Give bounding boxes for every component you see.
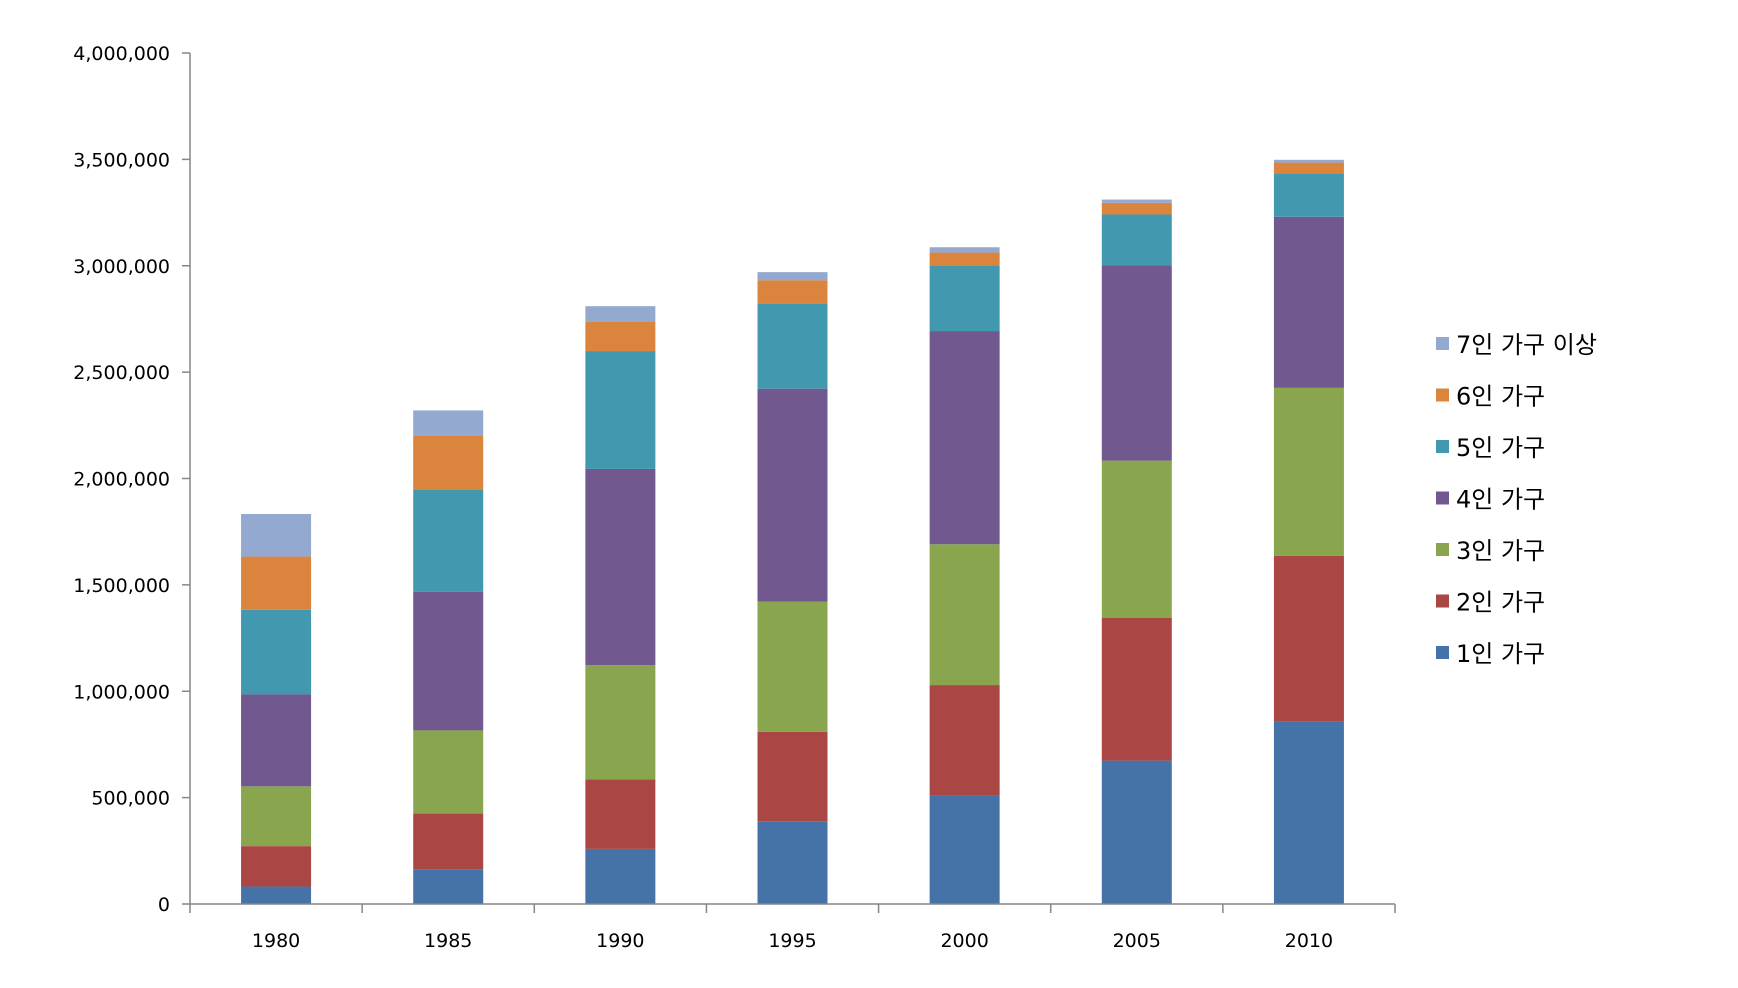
bar-segment-2010-series-5 xyxy=(1273,173,1344,217)
bar-segment-1995-series-4 xyxy=(757,388,828,602)
bar-segment-1985-series-7 xyxy=(413,410,484,436)
bar-segment-2005-series-6 xyxy=(1101,202,1172,215)
bar-segment-2005-series-4 xyxy=(1101,265,1172,461)
bar-segment-2010-series-3 xyxy=(1273,387,1344,556)
legend-label: 7인 가구 이상 xyxy=(1456,331,1597,359)
legend-label: 2인 가구 xyxy=(1456,589,1545,617)
y-tick-label: 3,000,000 xyxy=(73,256,170,278)
bar-segment-1985-series-5 xyxy=(413,489,484,592)
y-tick-label: 0 xyxy=(158,894,170,916)
bar-segment-1990-series-6 xyxy=(585,321,656,352)
x-tick-label: 1980 xyxy=(252,930,300,952)
legend-swatch xyxy=(1436,543,1449,556)
bar-segment-2010-series-6 xyxy=(1273,162,1344,174)
bar-segment-1995-series-1 xyxy=(757,821,828,904)
x-tick-label: 1995 xyxy=(768,930,816,952)
bar-segment-2000-series-5 xyxy=(929,265,1000,332)
bar-segment-2010-series-1 xyxy=(1273,721,1344,904)
bar-segment-1985-series-2 xyxy=(413,813,484,870)
bar-segment-1990-series-1 xyxy=(585,848,656,904)
bar-segment-1985-series-4 xyxy=(413,591,484,731)
bar-segment-1985-series-1 xyxy=(413,869,484,904)
bar-segment-2010-series-4 xyxy=(1273,216,1344,388)
bar-segment-1980-series-5 xyxy=(241,609,312,695)
x-tick-label: 2005 xyxy=(1113,930,1161,952)
bar-segment-2000-series-2 xyxy=(929,685,1000,796)
legend-label: 6인 가구 xyxy=(1456,383,1545,411)
bar-segment-2000-series-1 xyxy=(929,795,1000,904)
bar-segment-1995-series-6 xyxy=(757,280,828,304)
y-tick-label: 500,000 xyxy=(91,788,170,810)
y-tick-label: 1,000,000 xyxy=(73,681,170,703)
bar-segment-1980-series-3 xyxy=(241,786,312,847)
legend-label: 1인 가구 xyxy=(1456,640,1545,668)
x-tick-label: 1990 xyxy=(596,930,644,952)
legend-swatch xyxy=(1436,440,1449,453)
y-tick-label: 1,500,000 xyxy=(73,575,170,597)
bar-segment-1985-series-6 xyxy=(413,435,484,490)
x-tick-label: 1985 xyxy=(424,930,472,952)
axes-layer: 0 500,000 1,000,000 1,500,000 2,000,000 2,500… xyxy=(73,43,1396,952)
bar-segment-2005-series-2 xyxy=(1101,617,1172,761)
legend: 7인 가구 이상 6인 가구 5인 가구 4인 가구 3인 가구 2인 가구 1인 가구 xyxy=(1436,331,1597,668)
legend-swatch xyxy=(1436,388,1449,402)
bar-segment-2000-series-7 xyxy=(929,247,1000,253)
legend-swatch xyxy=(1436,594,1449,608)
bar-segment-1985-series-3 xyxy=(413,730,484,814)
legend-swatch xyxy=(1436,646,1449,659)
bar-segment-2005-series-7 xyxy=(1101,199,1172,203)
bar-segment-2010-series-7 xyxy=(1273,159,1344,163)
bar-segment-1990-series-4 xyxy=(585,468,656,666)
bar-segment-2000-series-3 xyxy=(929,544,1000,686)
bar-segment-1990-series-7 xyxy=(585,306,656,322)
bar-segment-1980-series-6 xyxy=(241,556,312,610)
bar-segment-2005-series-5 xyxy=(1101,214,1172,266)
y-tick-label: 2,500,000 xyxy=(73,362,170,384)
bar-segment-2005-series-1 xyxy=(1101,760,1172,904)
x-tick-label: 2010 xyxy=(1285,930,1333,952)
bar-segment-1995-series-2 xyxy=(757,731,828,822)
bar-segment-1995-series-5 xyxy=(757,303,828,389)
y-tick-label: 3,500,000 xyxy=(73,149,170,171)
bar-segment-1980-series-2 xyxy=(241,846,312,887)
legend-swatch xyxy=(1436,491,1449,505)
bar-segment-2005-series-3 xyxy=(1101,460,1172,618)
legend-label: 5인 가구 xyxy=(1456,434,1545,462)
bar-segment-1995-series-3 xyxy=(757,601,828,732)
x-tick-label: 2000 xyxy=(940,930,988,952)
bar-segment-2010-series-2 xyxy=(1273,555,1344,722)
bar-segment-1980-series-7 xyxy=(241,514,312,557)
bar-segment-1980-series-1 xyxy=(241,886,312,904)
bar-segment-1995-series-7 xyxy=(757,272,828,281)
y-tick-label: 2,000,000 xyxy=(73,469,170,491)
bar-segment-1990-series-3 xyxy=(585,665,656,780)
y-tick-label: 4,000,000 xyxy=(73,43,170,65)
bar-segment-2000-series-6 xyxy=(929,252,1000,266)
bar-segment-2000-series-4 xyxy=(929,331,1000,545)
legend-label: 3인 가구 xyxy=(1456,537,1545,565)
bar-segment-1990-series-2 xyxy=(585,779,656,849)
bar-segment-1980-series-4 xyxy=(241,694,312,787)
bar-segment-1990-series-5 xyxy=(585,351,656,469)
legend-swatch xyxy=(1436,337,1449,350)
legend-label: 4인 가구 xyxy=(1456,486,1545,514)
bars-layer xyxy=(241,159,1344,904)
